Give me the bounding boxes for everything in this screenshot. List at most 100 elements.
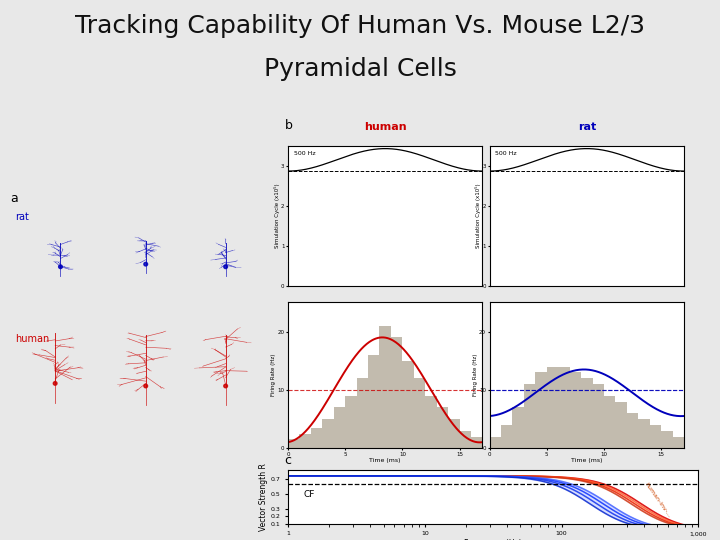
Point <box>555 279 567 287</box>
Point <box>487 184 498 192</box>
Point <box>541 190 553 198</box>
Point <box>372 199 383 207</box>
Point <box>470 209 482 218</box>
Point <box>313 217 325 225</box>
Point <box>597 181 608 190</box>
Point <box>369 259 380 267</box>
Point <box>312 246 323 254</box>
Point <box>463 247 474 255</box>
Point <box>399 177 410 185</box>
Point <box>440 214 451 222</box>
Point <box>655 177 667 186</box>
Point <box>356 240 367 248</box>
Point <box>357 249 369 258</box>
Point <box>325 248 337 256</box>
Point <box>437 260 449 269</box>
Point <box>566 235 577 244</box>
Point <box>333 185 345 193</box>
Point <box>594 258 606 266</box>
Point <box>533 215 544 224</box>
Point <box>616 204 628 212</box>
Point <box>302 176 314 185</box>
Point <box>369 204 380 212</box>
Point <box>360 249 372 258</box>
Point <box>355 197 366 205</box>
Point <box>382 227 393 235</box>
Point <box>340 240 351 249</box>
Point <box>289 202 301 211</box>
Point <box>574 173 585 181</box>
Point <box>342 189 354 198</box>
Point <box>398 198 410 207</box>
Point <box>397 245 409 253</box>
Point <box>410 228 422 237</box>
Point <box>381 224 392 233</box>
Point <box>392 213 404 221</box>
Point <box>324 227 336 236</box>
Point <box>440 231 451 239</box>
Point <box>287 186 298 194</box>
Point <box>377 199 388 208</box>
Point <box>561 177 572 186</box>
Point <box>495 221 507 230</box>
Point <box>302 250 314 259</box>
Point <box>636 174 648 183</box>
Point <box>288 250 300 259</box>
Point <box>456 216 468 225</box>
Point <box>618 259 630 267</box>
Point <box>419 265 431 274</box>
Point <box>408 244 419 253</box>
Point <box>349 232 361 240</box>
Point <box>291 172 302 180</box>
Point <box>343 207 355 215</box>
Point <box>442 217 454 225</box>
Point <box>657 228 668 237</box>
Point <box>347 277 359 286</box>
Point <box>358 203 369 212</box>
Point <box>310 172 322 181</box>
Point <box>315 173 327 182</box>
Point <box>645 171 657 179</box>
Point <box>541 255 553 264</box>
Point <box>369 261 380 269</box>
Point <box>450 275 462 284</box>
Point <box>438 219 450 227</box>
Bar <box>513 407 524 448</box>
Point <box>545 272 557 280</box>
Point <box>301 202 312 211</box>
Point <box>311 252 323 261</box>
Point <box>416 197 428 205</box>
Point <box>406 265 418 273</box>
Point <box>456 275 468 284</box>
Point <box>328 179 339 187</box>
Point <box>381 274 392 282</box>
Point <box>404 269 415 278</box>
Point <box>361 173 372 182</box>
Point <box>397 274 408 283</box>
Point <box>358 184 369 192</box>
Point <box>382 234 394 242</box>
Point <box>468 253 480 262</box>
Point <box>301 256 312 265</box>
Point <box>611 252 622 261</box>
Point <box>415 171 427 179</box>
Point <box>554 181 565 190</box>
Point <box>401 194 413 203</box>
Point <box>417 190 428 199</box>
Point <box>353 262 364 271</box>
Point <box>310 267 321 275</box>
Point <box>596 217 608 226</box>
Point <box>341 266 352 275</box>
Point <box>294 253 305 262</box>
Point <box>355 178 366 187</box>
Point <box>320 173 331 181</box>
Point <box>359 179 371 188</box>
Point <box>602 207 613 216</box>
Point <box>470 248 482 256</box>
Point <box>336 259 347 268</box>
Point <box>553 255 564 264</box>
Point <box>398 219 410 227</box>
Point <box>468 174 480 183</box>
Point <box>454 190 465 199</box>
Point <box>635 183 647 192</box>
